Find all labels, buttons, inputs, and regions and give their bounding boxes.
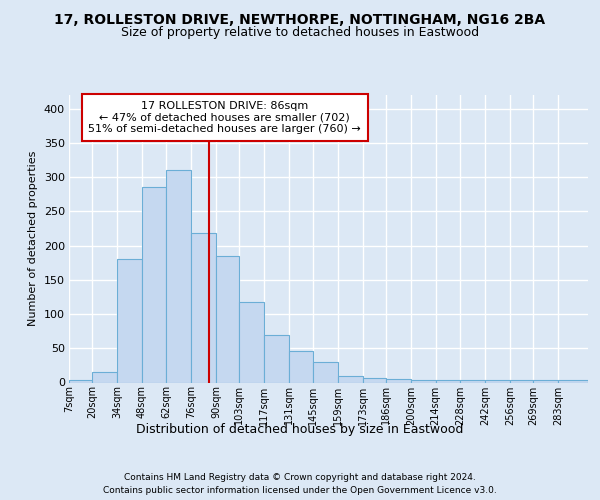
- Text: Contains public sector information licensed under the Open Government Licence v3: Contains public sector information licen…: [103, 486, 497, 495]
- Bar: [191, 234, 216, 382]
- Bar: [239, 302, 264, 382]
- Bar: [289, 351, 313, 382]
- Bar: [558, 380, 588, 382]
- Text: Size of property relative to detached houses in Eastwood: Size of property relative to detached ho…: [121, 26, 479, 39]
- Bar: [166, 170, 191, 382]
- Bar: [363, 378, 386, 382]
- Bar: [117, 258, 142, 382]
- Text: Distribution of detached houses by size in Eastwood: Distribution of detached houses by size …: [136, 422, 464, 436]
- Bar: [436, 380, 460, 382]
- Bar: [142, 188, 166, 382]
- Bar: [533, 380, 558, 382]
- Bar: [92, 372, 117, 382]
- Bar: [69, 380, 92, 382]
- Bar: [216, 256, 239, 382]
- Bar: [386, 379, 411, 382]
- Bar: [411, 380, 436, 382]
- Y-axis label: Number of detached properties: Number of detached properties: [28, 151, 38, 326]
- Bar: [510, 380, 533, 382]
- Bar: [485, 380, 510, 382]
- Bar: [338, 376, 363, 382]
- Text: 17, ROLLESTON DRIVE, NEWTHORPE, NOTTINGHAM, NG16 2BA: 17, ROLLESTON DRIVE, NEWTHORPE, NOTTINGH…: [55, 12, 545, 26]
- Text: 17 ROLLESTON DRIVE: 86sqm
← 47% of detached houses are smaller (702)
51% of semi: 17 ROLLESTON DRIVE: 86sqm ← 47% of detac…: [88, 101, 361, 134]
- Bar: [313, 362, 338, 382]
- Text: Contains HM Land Registry data © Crown copyright and database right 2024.: Contains HM Land Registry data © Crown c…: [124, 472, 476, 482]
- Bar: [264, 334, 289, 382]
- Bar: [460, 380, 485, 382]
